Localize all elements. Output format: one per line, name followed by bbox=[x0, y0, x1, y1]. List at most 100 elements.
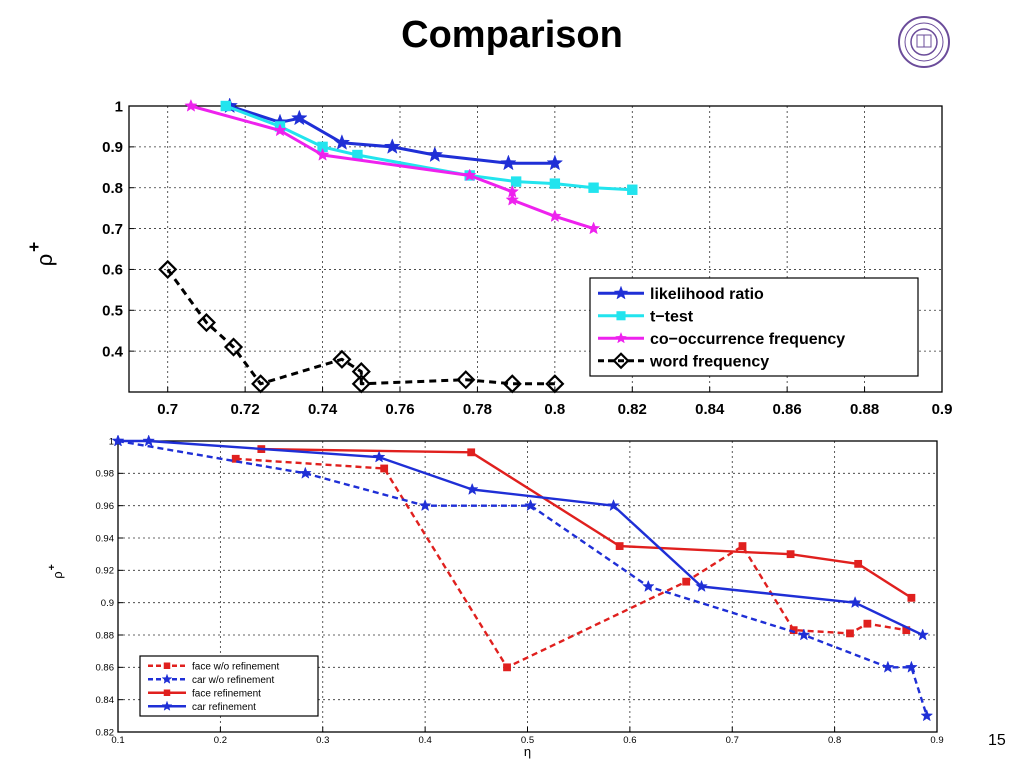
series-2 bbox=[257, 445, 916, 602]
y-axis-label-superscript: + bbox=[24, 242, 44, 252]
data-point bbox=[546, 154, 564, 171]
series-2 bbox=[184, 98, 601, 235]
y-tick-label: 0.94 bbox=[96, 533, 115, 544]
y-tick-label: 0.88 bbox=[96, 630, 115, 641]
y-tick-label: 0.84 bbox=[96, 695, 115, 706]
data-point bbox=[588, 182, 599, 193]
data-point bbox=[907, 593, 916, 602]
data-point bbox=[142, 434, 156, 447]
data-point bbox=[158, 259, 178, 279]
series-line bbox=[190, 104, 595, 231]
x-tick-label: 0.4 bbox=[419, 735, 432, 746]
x-tick-label: 0.78 bbox=[463, 401, 492, 418]
data-point bbox=[905, 660, 918, 673]
y-tick-label: 0.92 bbox=[96, 566, 115, 577]
y-axis-label: ρ bbox=[32, 254, 57, 267]
data-point bbox=[615, 542, 624, 550]
x-tick-label: 0.7 bbox=[726, 735, 739, 746]
legend-label: car w/o refinement bbox=[192, 675, 274, 686]
y-tick-label: 0.96 bbox=[96, 501, 115, 512]
series-line bbox=[225, 104, 633, 192]
y-tick-label: 0.7 bbox=[102, 221, 123, 238]
data-point bbox=[332, 349, 352, 369]
data-point bbox=[510, 176, 522, 187]
data-point bbox=[298, 466, 312, 479]
data-point bbox=[682, 577, 691, 586]
data-point bbox=[500, 154, 517, 171]
data-point bbox=[549, 178, 561, 189]
series-3 bbox=[158, 259, 565, 394]
legend-swatch-marker bbox=[161, 700, 173, 711]
plot-frame bbox=[128, 105, 943, 393]
y-tick-label: 0.82 bbox=[96, 727, 115, 738]
data-point bbox=[607, 499, 620, 512]
data-point bbox=[548, 209, 562, 223]
data-point bbox=[505, 192, 520, 206]
data-point bbox=[333, 134, 351, 150]
data-point bbox=[863, 619, 872, 628]
legend-label: co−occurrence frequency bbox=[650, 331, 845, 348]
data-point bbox=[111, 434, 125, 447]
data-point bbox=[273, 123, 287, 137]
legend-label: face refinement bbox=[192, 688, 261, 699]
data-point bbox=[846, 629, 854, 638]
data-point bbox=[545, 374, 565, 394]
data-point bbox=[503, 663, 511, 672]
y-tick-label: 0.86 bbox=[96, 663, 115, 674]
data-point bbox=[380, 464, 389, 473]
x-tick-label: 0.72 bbox=[231, 401, 260, 418]
data-point bbox=[641, 579, 655, 592]
y-axis-label: ρ bbox=[50, 571, 65, 578]
page-number: 15 bbox=[988, 732, 1006, 749]
data-point bbox=[220, 100, 231, 112]
y-tick-label: 0.8 bbox=[102, 180, 123, 197]
y-axis-label-superscript: + bbox=[47, 564, 58, 570]
legend-label: word frequency bbox=[649, 353, 769, 370]
x-tick-label: 0.74 bbox=[308, 401, 338, 418]
x-tick-label: 0.8 bbox=[544, 401, 565, 418]
data-point bbox=[351, 374, 371, 394]
data-point bbox=[695, 579, 708, 592]
y-tick-label: 1 bbox=[109, 436, 114, 447]
data-point bbox=[462, 168, 477, 182]
x-tick-label: 0.76 bbox=[385, 401, 414, 418]
y-tick-label: 0.5 bbox=[102, 303, 123, 320]
x-tick-label: 0.7 bbox=[157, 401, 178, 418]
y-tick-label: 0.4 bbox=[102, 343, 124, 360]
data-point bbox=[418, 499, 432, 512]
legend-swatch-marker bbox=[163, 662, 171, 669]
data-point bbox=[902, 626, 911, 635]
series-line bbox=[118, 439, 924, 637]
data-point bbox=[881, 660, 895, 673]
series-line bbox=[235, 457, 907, 669]
data-point bbox=[291, 109, 308, 126]
data-point bbox=[351, 362, 371, 382]
legend: face w/o refinement car w/o refinement fac… bbox=[139, 655, 319, 717]
y-tick-label: 0.6 bbox=[102, 262, 123, 279]
data-point bbox=[586, 221, 601, 235]
data-point bbox=[223, 337, 244, 357]
x-tick-label: 0.86 bbox=[773, 401, 802, 418]
x-axis-label: η bbox=[524, 744, 531, 759]
x-tick-label: 0.5 bbox=[521, 735, 534, 746]
y-tick-label: 0.98 bbox=[96, 469, 115, 480]
x-tick-label: 0.6 bbox=[623, 735, 636, 746]
data-point bbox=[848, 596, 862, 609]
x-tick-label: 0.8 bbox=[828, 735, 841, 746]
y-tick-label: 0.9 bbox=[102, 139, 123, 156]
data-point bbox=[196, 312, 216, 333]
series-3 bbox=[111, 434, 930, 641]
series-line bbox=[261, 447, 913, 599]
data-point bbox=[465, 482, 479, 495]
data-point bbox=[383, 138, 401, 154]
x-tick-label: 0.84 bbox=[695, 401, 725, 418]
data-point bbox=[627, 184, 638, 195]
data-point bbox=[916, 628, 930, 641]
x-tick-label: 0.1 bbox=[111, 735, 124, 746]
legend: likelihood ratio t−test co−occurrence freq… bbox=[589, 277, 919, 377]
legend-label: likelihood ratio bbox=[650, 286, 764, 303]
x-tick-label: 0.88 bbox=[850, 401, 879, 418]
x-tick-label: 0.3 bbox=[316, 735, 329, 746]
x-tick-label: 0.9 bbox=[932, 401, 953, 418]
data-point bbox=[372, 450, 386, 463]
